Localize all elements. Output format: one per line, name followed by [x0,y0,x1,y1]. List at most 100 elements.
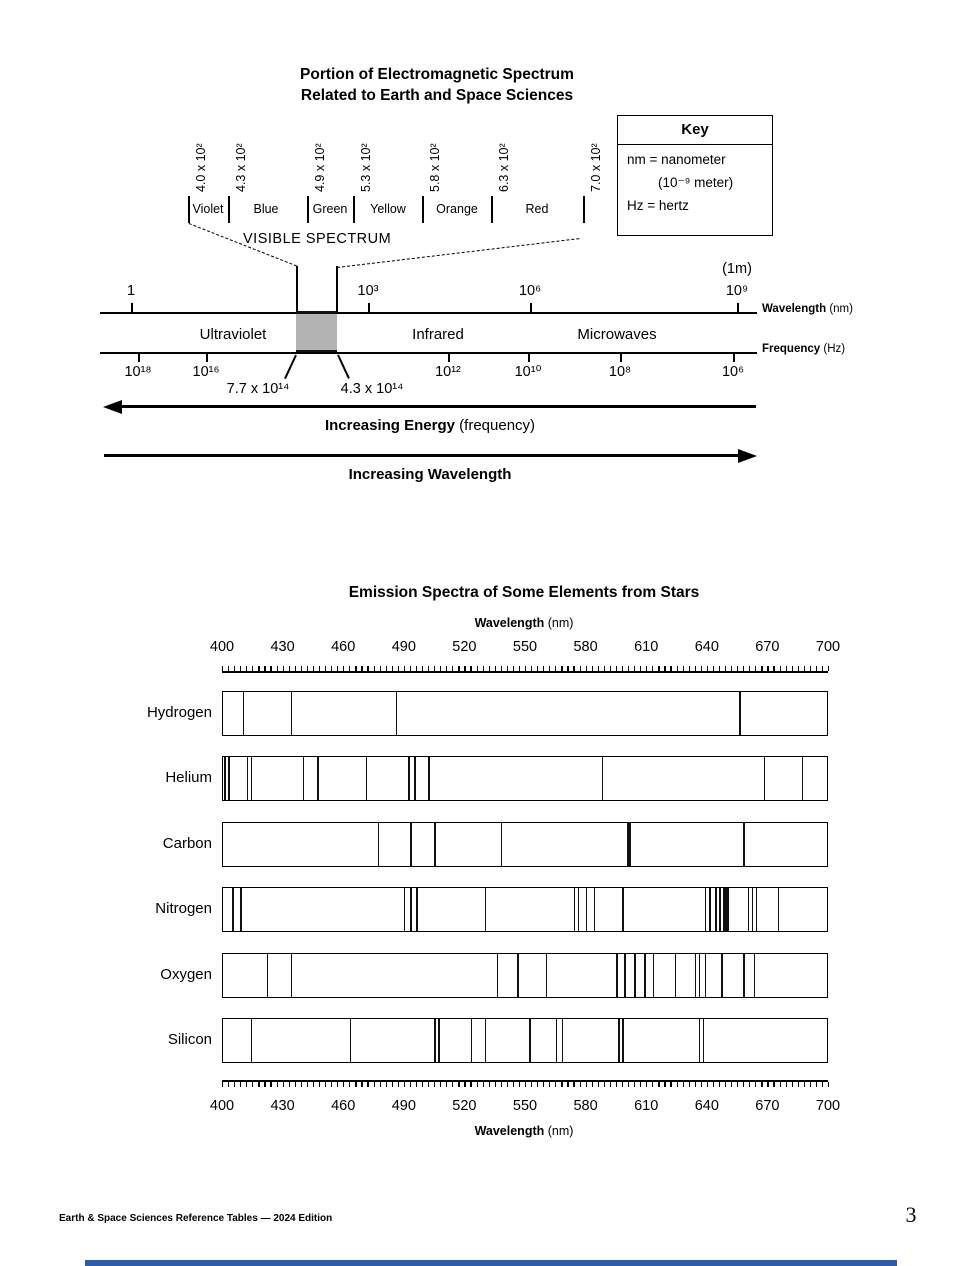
ruler-minor-tick [434,666,436,671]
spectral-line [497,953,499,997]
ruler-minor-tick [773,666,775,671]
freq-callout-line-right [337,354,350,379]
ruler-minor-tick [470,1082,472,1087]
ruler-minor-tick [488,666,490,671]
ruler-minor-tick [494,666,496,671]
ruler-minor-tick [785,666,787,671]
ruler-minor-tick [700,1082,702,1087]
spectral-line [410,888,412,932]
spectral-line [624,953,626,997]
frequency-tick [620,353,622,362]
wavelength-tick [530,303,532,312]
ruler-minor-tick [767,666,769,671]
spectral-line [434,1019,436,1062]
ruler-minor-tick [482,1082,484,1087]
ruler-minor-tick [731,666,733,671]
key-box: Key nm = nanometer (10⁻⁹ meter) Hz = her… [617,115,773,236]
wavelength-tick-label: 1 [126,283,136,299]
ruler-minor-tick [676,1082,678,1087]
wavelength-arrowhead-icon [738,449,757,463]
element-label: Helium [165,769,212,787]
spectrum-box-oxygen [222,952,828,998]
ruler-minor-tick [670,666,672,671]
page-number: 3 [905,1202,917,1227]
ruler-minor-tick [634,1082,636,1087]
ruler-minor-tick [403,666,405,671]
energy-arrow-line [120,405,756,409]
element-label: Oxygen [160,965,212,983]
ruler-minor-tick [476,666,478,671]
ruler-minor-tick [555,1082,557,1087]
ruler-minor-tick [543,1082,545,1087]
ruler-minor-tick [258,1082,260,1087]
ruler-minor-tick [718,666,721,671]
wavelength-arrow-line [104,454,740,458]
wavelength-axis-name-unit: (nm) [829,303,853,315]
spectral-line [694,953,697,997]
ruler-minor-tick [518,1082,521,1087]
spectral-line [699,1019,701,1062]
spectral-line [410,822,412,866]
wavelength-tick-label: 10³ [357,283,379,299]
ruler-minor-tick [488,1082,490,1087]
spectral-line [593,888,596,932]
frequency-tick-label: 10⁶ [721,364,745,380]
ruler-minor-tick [628,1082,630,1087]
spectral-line [703,1019,705,1062]
spectral-line [719,888,721,932]
ruler-minor-tick [561,1082,563,1087]
ruler-minor-tick [361,666,363,671]
energy-arrow-label-bold: Increasing Energy [324,417,455,434]
ruler-minor-tick [658,1082,660,1087]
ruler-minor-tick [264,666,266,671]
visible-color-label: Violet [192,202,224,216]
ruler-minor-tick [785,1082,787,1087]
frequency-tick [733,353,735,362]
ruler-minor-tick [821,1082,824,1087]
element-label: Silicon [167,1031,212,1048]
visible-boundary-wavelength-label: 6.3 x 10² [497,143,511,192]
spectral-line [317,757,319,801]
visible-boundary-tick [188,196,190,223]
ruler-minor-tick [458,666,460,671]
visible-boundary-tick [307,196,309,223]
emission-top-ruler [222,659,830,673]
ruler-minor-tick [652,666,654,671]
spectral-line [715,888,717,932]
spectral-line [585,888,588,932]
ruler-minor-tick [573,1082,575,1087]
wavelength-tick-label: 10⁶ [518,283,542,299]
ruler-minor-tick [361,1082,363,1087]
spectral-line [224,757,226,801]
emission-axis-number: 490 [391,1098,416,1114]
ruler-minor-tick [409,1082,412,1087]
ruler-minor-tick [270,1082,272,1087]
ruler-minor-tick [234,666,236,671]
visible-box-left-edge [296,266,298,313]
spectrum-box-helium [222,756,828,802]
spectral-line [725,888,727,932]
visible-boundary-tick [353,196,355,223]
em-band-label: Ultraviolet [199,326,267,343]
emission-top-axis-numbers: 400 430 460 490 520 550 580 610 640 670 700 [0,639,979,657]
spectral-line [573,888,576,932]
emission-axis-number: 460 [331,639,356,655]
energy-arrowhead-icon [103,400,122,414]
ruler-minor-tick [779,1082,781,1087]
ruler-minor-tick [288,1082,290,1087]
spectral-line [428,757,430,801]
ruler-minor-tick [597,1082,599,1087]
ruler-minor-tick [379,666,381,671]
spectral-line [414,757,416,801]
spectral-line [739,692,741,735]
ruler-minor-tick [537,1082,539,1087]
visible-boundary-wavelength-label: 4.3 x 10² [234,143,248,192]
ruler-minor-tick [706,666,708,671]
emission-axis-number: 580 [573,1098,598,1114]
emission-axis-number: 400 [209,639,235,655]
spectral-line [723,888,725,932]
emission-row-helium: Helium [0,756,979,802]
spectral-line [652,953,654,997]
ruler-minor-tick [640,1082,642,1087]
ruler-minor-tick [452,1082,454,1087]
